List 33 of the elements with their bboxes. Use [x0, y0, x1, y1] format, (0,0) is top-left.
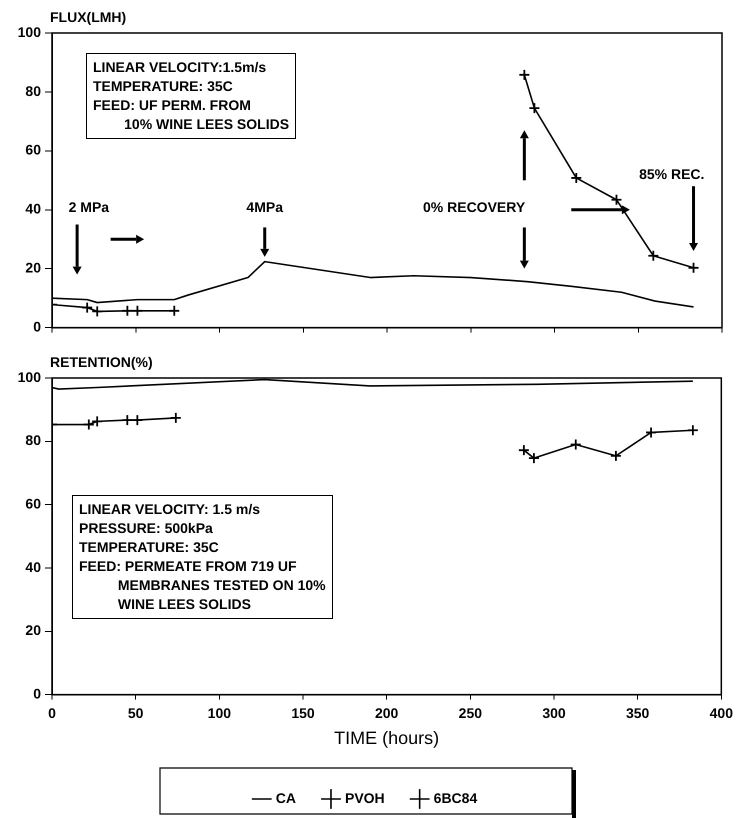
y-tick-label: 20 — [25, 622, 42, 638]
legend-label: 6BC84 — [434, 790, 478, 806]
x-tick-label: 100 — [208, 704, 232, 721]
x-tick-label: 350 — [626, 704, 650, 721]
y-tick-label: 80 — [25, 432, 42, 448]
annotation: 85% REC. — [639, 166, 704, 182]
y-axis-title: FLUX(LMH) — [50, 8, 126, 25]
y-tick-label: 40 — [25, 200, 42, 217]
y-tick-label: 100 — [18, 24, 42, 40]
x-tick-label: 250 — [458, 704, 482, 721]
annotation: 4MPa — [246, 198, 284, 215]
y-tick-label: 0 — [33, 685, 42, 702]
legend-label: CA — [276, 790, 296, 806]
annotation: LINEAR VELOCITY:1.5m/s TEMPERATURE: 35C FEED: UF PERM. FROM 10% WINE LEES SOLIDS — [86, 53, 296, 139]
x-tick-label: 400 — [710, 704, 734, 721]
annotation: 0% RECOVERY — [423, 198, 526, 215]
y-tick-label: 80 — [25, 82, 42, 99]
y-tick-label: 60 — [25, 142, 42, 158]
annotation: 2 MPa — [68, 198, 110, 215]
y-tick-label: 20 — [25, 260, 42, 276]
y-tick-label: 60 — [25, 496, 42, 512]
y-tick-label: 100 — [18, 368, 42, 385]
x-tick-label: 0 — [48, 704, 56, 721]
x-tick-label: 300 — [542, 704, 566, 721]
x-axis-title: TIME (hours) — [334, 728, 440, 748]
y-axis-title: RETENTION(%) — [50, 354, 153, 370]
y-tick-label: 40 — [25, 558, 42, 575]
y-tick-label: 0 — [33, 318, 42, 334]
legend-label: PVOH — [344, 790, 385, 806]
annotation: LINEAR VELOCITY: 1.5 m/s PRESSURE: 500kPa TEMPERATURE: 35C FEED: PERMEATE FROM 719 UF MEMBRANES TESTED ON 10% WINE LEES SOLIDS — [72, 495, 333, 619]
x-tick-label: 200 — [374, 704, 399, 721]
x-tick-label: 50 — [128, 704, 144, 721]
x-tick-label: 150 — [291, 704, 315, 721]
